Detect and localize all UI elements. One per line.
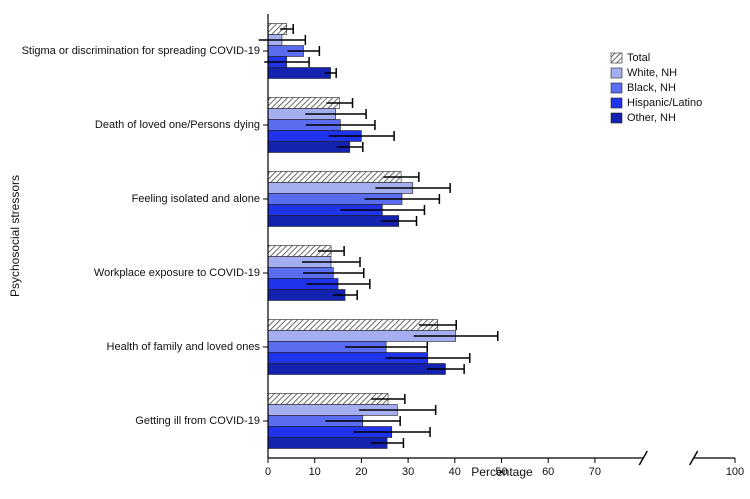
- bar: [267, 437, 388, 449]
- bar: [267, 171, 402, 183]
- legend-swatch: [610, 82, 623, 94]
- legend-label: Black, NH: [627, 82, 676, 94]
- axis-break: [689, 450, 699, 466]
- x-tick-label: 100: [726, 466, 744, 478]
- y-tick-label: Workplace exposure to COVID-19: [94, 267, 260, 279]
- legend-swatch: [610, 67, 623, 79]
- x-tick-label: 20: [355, 466, 367, 478]
- legend-label: Other, NH: [627, 112, 676, 124]
- x-tick-label: 60: [542, 466, 554, 478]
- x-tick-label: 10: [309, 466, 321, 478]
- bar: [267, 319, 438, 331]
- axis-break: [638, 450, 648, 466]
- bar: [267, 67, 331, 79]
- bar: [267, 393, 389, 405]
- x-tick-label: 50: [495, 466, 507, 478]
- y-axis-label: Psychosocial stressors: [8, 175, 22, 297]
- y-tick-label: Getting ill from COVID-19: [135, 415, 260, 427]
- bar: [267, 363, 446, 375]
- x-tick-label: 70: [589, 466, 601, 478]
- legend-label: Total: [627, 52, 650, 64]
- legend-swatch: [610, 52, 623, 64]
- y-tick-label: Feeling isolated and alone: [132, 193, 260, 205]
- x-tick-label: 40: [449, 466, 461, 478]
- x-axis-label: Percentage: [471, 465, 533, 479]
- x-tick-label: 30: [402, 466, 414, 478]
- bar: [267, 215, 400, 227]
- y-tick-label: Health of family and loved ones: [107, 341, 261, 353]
- legend-swatch: [610, 112, 623, 124]
- y-tick-label: Stigma or discrimination for spreading C…: [22, 45, 260, 57]
- x-tick-label: 0: [265, 466, 271, 478]
- y-tick-label: Death of loved one/Persons dying: [95, 119, 260, 131]
- legend-swatch: [610, 97, 623, 109]
- legend-label: Hispanic/Latino: [627, 97, 702, 109]
- legend-label: White, NH: [627, 67, 677, 79]
